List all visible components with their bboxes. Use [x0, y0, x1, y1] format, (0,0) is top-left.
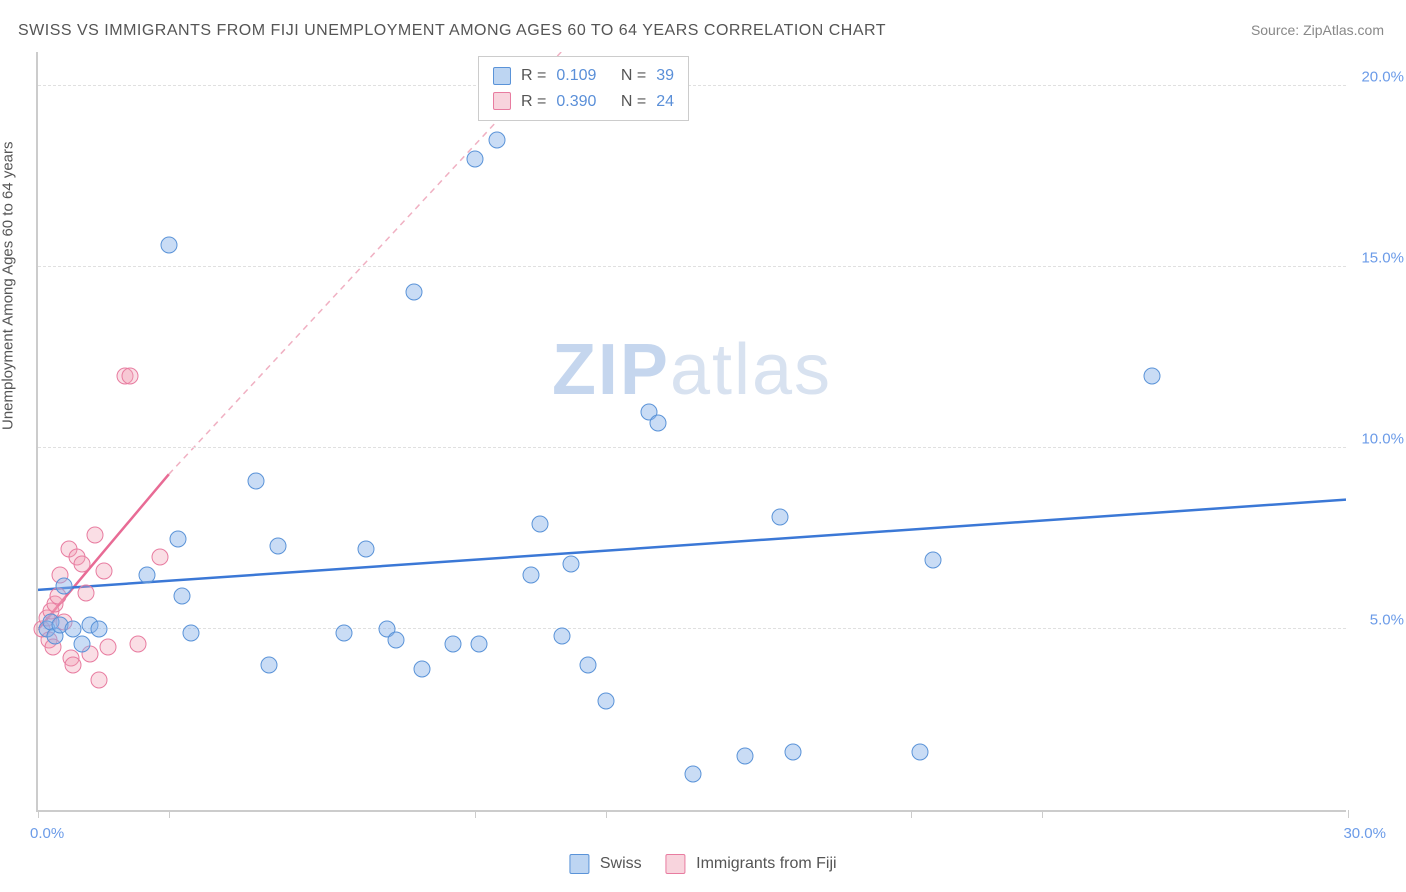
legend-label-fiji: Immigrants from Fiji — [696, 855, 836, 872]
value-r-fiji: 0.390 — [556, 89, 596, 115]
data-point-fiji — [121, 367, 138, 384]
y-tick-label: 15.0% — [1361, 250, 1404, 267]
trend-line — [38, 500, 1346, 590]
x-tick — [1348, 810, 1349, 818]
data-point-swiss — [357, 541, 374, 558]
bottom-legend: Swiss Immigrants from Fiji — [569, 854, 836, 874]
x-tick — [475, 810, 476, 818]
legend-stats-row-swiss: R = 0.109 N = 39 — [493, 63, 674, 89]
swatch-fiji-icon — [493, 92, 511, 110]
data-point-swiss — [488, 132, 505, 149]
data-point-swiss — [261, 657, 278, 674]
data-point-fiji — [86, 526, 103, 543]
data-point-swiss — [414, 660, 431, 677]
data-point-swiss — [471, 635, 488, 652]
x-tick — [1042, 810, 1043, 818]
legend-stats-box: R = 0.109 N = 39 R = 0.390 N = 24 — [478, 56, 689, 121]
data-point-swiss — [785, 744, 802, 761]
data-point-swiss — [73, 635, 90, 652]
legend-label-swiss: Swiss — [600, 855, 642, 872]
y-tick-label: 5.0% — [1370, 612, 1404, 629]
data-point-swiss — [912, 744, 929, 761]
data-point-swiss — [580, 657, 597, 674]
data-point-swiss — [1143, 367, 1160, 384]
x-tick-label-min: 0.0% — [30, 825, 64, 842]
data-point-swiss — [554, 628, 571, 645]
source-attribution: Source: ZipAtlas.com — [1251, 22, 1384, 38]
swatch-swiss-icon — [493, 67, 511, 85]
data-point-fiji — [64, 657, 81, 674]
gridline — [38, 266, 1346, 267]
gridline — [38, 447, 1346, 448]
data-point-fiji — [130, 635, 147, 652]
data-point-swiss — [597, 693, 614, 710]
data-point-swiss — [161, 237, 178, 254]
data-point-swiss — [405, 284, 422, 301]
value-r-swiss: 0.109 — [556, 63, 596, 89]
value-n-fiji: 24 — [656, 89, 674, 115]
data-point-swiss — [174, 588, 191, 605]
data-point-swiss — [685, 765, 702, 782]
data-point-swiss — [650, 414, 667, 431]
x-tick — [169, 810, 170, 818]
x-tick-label-max: 30.0% — [1343, 825, 1386, 842]
swatch-swiss-icon — [569, 854, 589, 874]
data-point-fiji — [152, 548, 169, 565]
data-point-fiji — [73, 555, 90, 572]
data-point-swiss — [91, 621, 108, 638]
data-point-fiji — [95, 563, 112, 580]
data-point-swiss — [182, 624, 199, 641]
gridline — [38, 85, 1346, 86]
data-point-swiss — [562, 555, 579, 572]
data-point-swiss — [737, 747, 754, 764]
y-tick-label: 20.0% — [1361, 69, 1404, 86]
data-point-swiss — [444, 635, 461, 652]
data-point-swiss — [532, 516, 549, 533]
chart-title: SWISS VS IMMIGRANTS FROM FIJI UNEMPLOYME… — [18, 22, 886, 40]
data-point-swiss — [139, 566, 156, 583]
watermark: ZIPatlas — [552, 329, 832, 411]
y-axis-label: Unemployment Among Ages 60 to 64 years — [0, 141, 17, 430]
data-point-fiji — [91, 671, 108, 688]
value-n-swiss: 39 — [656, 63, 674, 89]
data-point-swiss — [248, 472, 265, 489]
data-point-swiss — [388, 631, 405, 648]
data-point-swiss — [169, 530, 186, 547]
data-point-swiss — [335, 624, 352, 641]
data-point-fiji — [78, 584, 95, 601]
label-n: N = — [621, 63, 646, 89]
swatch-fiji-icon — [666, 854, 686, 874]
label-r: R = — [521, 89, 546, 115]
label-r: R = — [521, 63, 546, 89]
data-point-swiss — [772, 508, 789, 525]
plot-area: ZIPatlas 5.0%10.0%15.0%20.0% — [36, 52, 1346, 812]
data-point-swiss — [270, 537, 287, 554]
data-point-swiss — [56, 577, 73, 594]
legend-stats-row-fiji: R = 0.390 N = 24 — [493, 89, 674, 115]
x-tick — [38, 810, 39, 818]
x-tick — [606, 810, 607, 818]
data-point-swiss — [523, 566, 540, 583]
trend-lines-svg — [38, 52, 1346, 810]
legend-item-fiji: Immigrants from Fiji — [666, 854, 837, 874]
legend-item-swiss: Swiss — [569, 854, 641, 874]
data-point-swiss — [466, 150, 483, 167]
y-tick-label: 10.0% — [1361, 431, 1404, 448]
gridline — [38, 628, 1346, 629]
data-point-swiss — [925, 552, 942, 569]
data-point-fiji — [99, 639, 116, 656]
x-tick — [911, 810, 912, 818]
label-n: N = — [621, 89, 646, 115]
